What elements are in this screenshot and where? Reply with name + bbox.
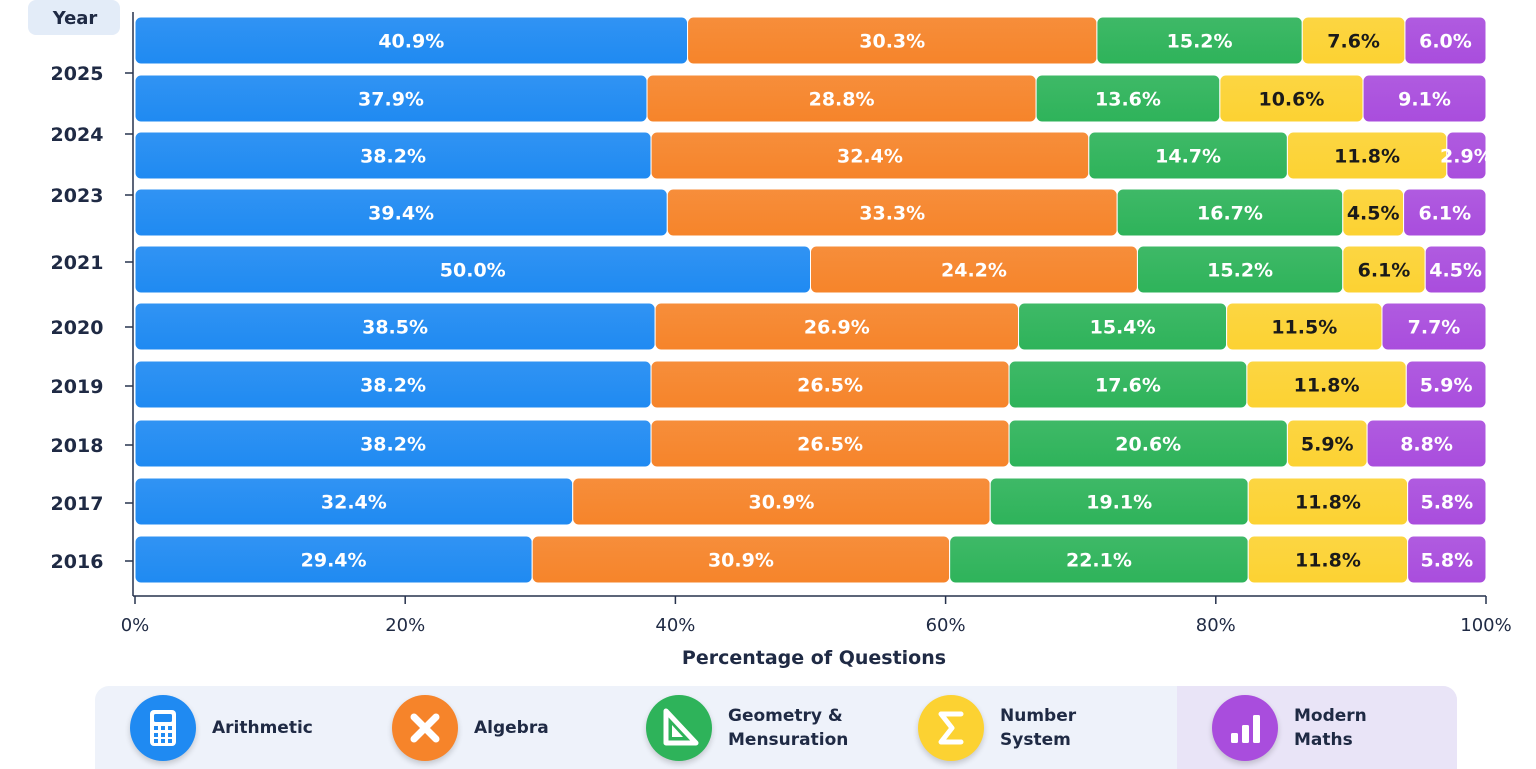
bar-data-label: 5.8% (1420, 550, 1473, 572)
bar-chart-icon (1212, 695, 1278, 761)
bar-data-label: 26.5% (797, 434, 863, 456)
y-tick-label: 2016 (51, 551, 104, 573)
bar-data-label: 14.7% (1155, 146, 1221, 168)
bar-segment (1362, 74, 1487, 123)
bar-data-label: 32.4% (837, 146, 903, 168)
bar-data-label: 7.7% (1408, 317, 1461, 339)
bar-data-label: 2.9% (1440, 146, 1493, 168)
bar-data-label: 11.8% (1295, 492, 1361, 514)
bar-data-label: 11.8% (1295, 550, 1361, 572)
bar-segment (1381, 302, 1487, 351)
x-tick-label: 100% (1460, 615, 1511, 636)
bar-segment (1407, 535, 1487, 584)
bar-segment (1407, 477, 1487, 526)
bar-data-label: 38.5% (362, 317, 428, 339)
x-tick-label: 80% (1196, 615, 1236, 636)
bar-data-label: 11.8% (1334, 146, 1400, 168)
y-tick-label: 2021 (51, 252, 104, 274)
bar-data-label: 30.3% (859, 31, 925, 53)
bar-data-label: 38.2% (360, 146, 426, 168)
set-square-icon (646, 695, 712, 761)
bar-data-label: 6.1% (1358, 260, 1411, 282)
bar-segment (1366, 419, 1487, 468)
bar-data-label: 32.4% (321, 492, 387, 514)
legend-label: Algebra (474, 717, 549, 738)
legend-label: Geometry & Mensuration (728, 705, 849, 750)
bar-data-label: 33.3% (859, 203, 925, 225)
y-tick-label: 2023 (51, 185, 104, 207)
bar-data-label: 38.2% (360, 434, 426, 456)
calculator-icon (130, 695, 196, 761)
bar-data-label: 6.1% (1418, 203, 1471, 225)
x-axis-title: Percentage of Questions (682, 647, 946, 669)
bar-data-label: 7.6% (1327, 31, 1380, 53)
bar-data-label: 11.5% (1271, 317, 1337, 339)
bar-data-label: 26.9% (804, 317, 870, 339)
bar-data-label: 13.6% (1095, 89, 1161, 111)
y-tick-label: 2019 (51, 376, 104, 398)
bar-data-label: 5.8% (1420, 492, 1473, 514)
bar-segment (1405, 360, 1487, 409)
bar-segment (1424, 245, 1487, 294)
bar-data-label: 16.7% (1197, 203, 1263, 225)
bar-data-label: 11.8% (1294, 375, 1360, 397)
bar-data-label: 38.2% (360, 375, 426, 397)
legend-label: Number System (1000, 705, 1077, 750)
bar-data-label: 30.9% (708, 550, 774, 572)
bar-segment (1404, 16, 1487, 65)
bar-data-label: 24.2% (941, 260, 1007, 282)
bar-data-label: 30.9% (748, 492, 814, 514)
stacked-bar-chart: Year 2025 2024 2023 2021 2020 2019 2018 2017 2016… (51, 8, 1512, 669)
x-tick-label: 40% (655, 615, 695, 636)
sigma-icon (918, 695, 984, 761)
bar-data-label: 28.8% (809, 89, 875, 111)
bar-data-label: 26.5% (797, 375, 863, 397)
bar-data-label: 6.0% (1419, 31, 1472, 53)
y-axis-header: Year (52, 8, 98, 29)
bar-data-label: 5.9% (1420, 375, 1473, 397)
y-tick-label: 2017 (51, 493, 104, 515)
multiply-icon (392, 695, 458, 761)
bar-data-label: 29.4% (301, 550, 367, 572)
bar-data-label: 5.9% (1301, 434, 1354, 456)
bar-data-label: 8.8% (1400, 434, 1453, 456)
x-tick-label: 60% (926, 615, 966, 636)
bar-data-label: 22.1% (1066, 550, 1132, 572)
bar-data-label: 4.5% (1429, 260, 1482, 282)
bar-data-label: 15.2% (1207, 260, 1273, 282)
bar-data-label: 4.5% (1347, 203, 1400, 225)
year-header-badge (28, 0, 120, 35)
y-tick-label: 2025 (51, 63, 104, 85)
y-tick-label: 2018 (51, 435, 104, 457)
bar-data-label: 19.1% (1086, 492, 1152, 514)
bar-segment (1446, 131, 1487, 180)
bar-data-label: 15.4% (1090, 317, 1156, 339)
y-tick-label: 2024 (51, 124, 104, 146)
x-tick-label: 20% (385, 615, 425, 636)
y-tick-label: 2020 (51, 317, 104, 339)
bar-data-label: 50.0% (440, 260, 506, 282)
bar-data-label: 15.2% (1167, 31, 1233, 53)
bar-data-label: 40.9% (378, 31, 444, 53)
legend-label: Modern Maths (1294, 705, 1367, 750)
bar-data-label: 10.6% (1258, 89, 1324, 111)
chart-legend: Arithmetic Algebra Geometry & Mensuratio… (95, 686, 1457, 769)
legend-label: Arithmetic (212, 717, 313, 738)
x-tick-label: 0% (121, 615, 150, 636)
bar-data-label: 9.1% (1398, 89, 1451, 111)
bar-data-label: 20.6% (1115, 434, 1181, 456)
bar-data-label: 17.6% (1095, 375, 1161, 397)
bar-segment (1403, 188, 1487, 237)
bar-data-label: 39.4% (368, 203, 434, 225)
bar-data-label: 37.9% (358, 89, 424, 111)
